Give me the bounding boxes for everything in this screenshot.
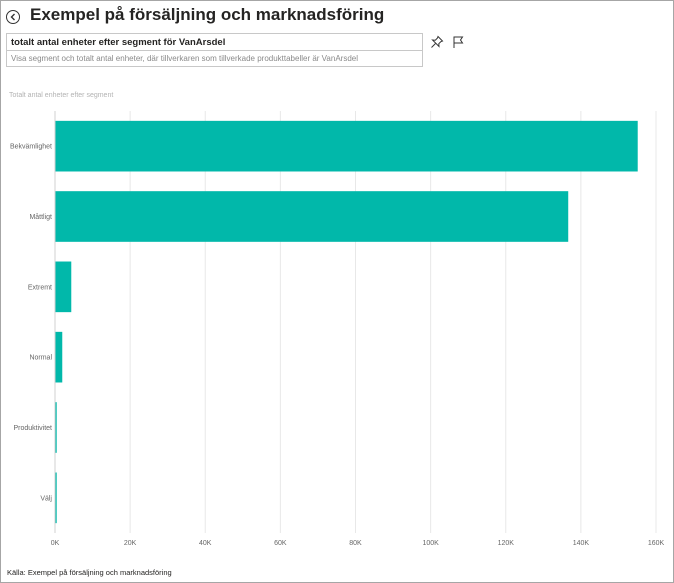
source-label: Källa: Exempel på försäljning och markna…: [7, 568, 172, 577]
y-tick-label: Produktivitet: [13, 425, 52, 432]
back-arrow-icon: [10, 13, 15, 21]
x-tick-label: 140K: [573, 540, 590, 547]
x-tick-label: 20K: [124, 540, 137, 547]
x-tick-label: 100K: [422, 540, 439, 547]
qa-question-input[interactable]: [7, 34, 422, 51]
pin-icon: [431, 35, 444, 48]
y-tick-label: Normal: [29, 355, 52, 362]
page-title: Exempel på försäljning och marknadsförin…: [30, 5, 385, 24]
x-tick-label: 80K: [349, 540, 362, 547]
y-tick-label: Bekvämlighet: [10, 144, 52, 151]
bar: [55, 261, 72, 313]
bar: [55, 402, 57, 453]
bar: [55, 331, 63, 383]
back-button[interactable]: [6, 10, 20, 24]
qa-box: Visa segment och totalt antal enheter, d…: [6, 33, 423, 67]
x-tick-label: 0K: [51, 540, 60, 547]
bar: [55, 120, 638, 172]
x-tick-label: 160K: [648, 540, 665, 547]
chart-title: Totalt antal enheter efter segment: [9, 92, 114, 99]
pin-button[interactable]: [430, 35, 444, 49]
bar: [55, 191, 569, 242]
x-tick-label: 60K: [274, 540, 287, 547]
x-tick-label: 40K: [199, 540, 212, 547]
flag-icon: [453, 36, 464, 48]
y-tick-label: Extremt: [28, 284, 52, 291]
y-tick-label: Måttligt: [29, 213, 52, 221]
flag-button[interactable]: [451, 35, 465, 49]
bar-chart: Bekvämlighet Måttligt Extremt Normal Produkt…: [10, 111, 665, 547]
y-tick-label: Välj: [40, 495, 52, 502]
qa-restatement: Visa segment och totalt antal enheter, d…: [11, 54, 358, 63]
bar: [55, 472, 57, 524]
x-tick-label: 120K: [498, 540, 515, 547]
